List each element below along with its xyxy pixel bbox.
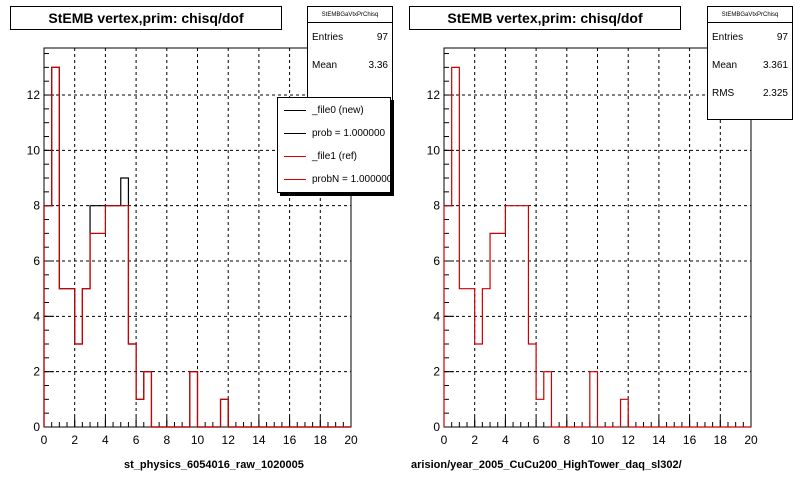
- right-stats-entries: Entries 97: [708, 23, 792, 51]
- legend-entry-prob: prob = 1.000000: [278, 123, 390, 143]
- legend-entry-file0: _file0 (new): [278, 100, 390, 120]
- histogram-series-0: [443, 66, 751, 428]
- x-tick-label: 10: [591, 433, 605, 447]
- legend-line-icon: [284, 178, 306, 180]
- x-tick-label: 20: [344, 433, 358, 447]
- right-rms-label: RMS: [712, 87, 735, 99]
- y-tick-label: 2: [433, 365, 440, 379]
- x-tick-label: 0: [441, 433, 448, 447]
- x-tick-label: 2: [471, 433, 478, 447]
- right-entries-label: Entries: [712, 31, 744, 43]
- x-tick-label: 0: [41, 433, 48, 447]
- y-tick-label: 10: [27, 143, 41, 157]
- y-tick-label: 12: [27, 88, 41, 102]
- x-tick-label: 4: [502, 433, 509, 447]
- y-tick-label: 12: [427, 88, 441, 102]
- x-tick-label: 2: [71, 433, 78, 447]
- legend-entry-probn: probN = 1.000000: [278, 169, 390, 189]
- y-tick-label: 2: [33, 365, 40, 379]
- left-mean-value: 3.36: [368, 59, 388, 71]
- y-tick-label: 10: [427, 143, 441, 157]
- x-tick-label: 4: [102, 433, 109, 447]
- y-tick-label: 4: [433, 309, 440, 323]
- y-tick-label: 6: [433, 254, 440, 268]
- left-x-axis-label: st_physics_6054016_raw_1020005: [124, 459, 304, 471]
- right-stats-rms: RMS 2.325: [708, 79, 792, 107]
- right-rms-value: 2.325: [762, 87, 788, 99]
- right-mean-value: 3.361: [762, 59, 788, 71]
- right-mean-label: Mean: [712, 59, 738, 71]
- x-tick-label: 18: [314, 433, 328, 447]
- legend-line-icon: [284, 109, 306, 111]
- x-tick-label: 8: [563, 433, 570, 447]
- right-stats-mean: Mean 3.361: [708, 51, 792, 79]
- y-tick-label: 8: [433, 199, 440, 213]
- left-stats-header: StEMBGaVtxPrChisq: [308, 7, 392, 23]
- left-chart-title: StEMB vertex,prim: chisq/dof: [10, 6, 282, 30]
- x-tick-label: 20: [744, 433, 758, 447]
- x-tick-label: 16: [283, 433, 297, 447]
- legend-label: _file0 (new): [312, 104, 364, 116]
- x-tick-label: 18: [714, 433, 728, 447]
- left-stats-entries: Entries 97: [308, 23, 392, 51]
- left-entries-label: Entries: [312, 31, 344, 43]
- left-entries-value: 97: [376, 31, 388, 43]
- y-tick-label: 8: [33, 199, 40, 213]
- legend-line-icon: [284, 155, 306, 157]
- histogram-series-1: [43, 66, 351, 428]
- x-tick-label: 10: [191, 433, 205, 447]
- legend-line-icon: [284, 132, 306, 134]
- plot-frame: [443, 47, 752, 428]
- left-legend: _file0 (new) prob = 1.000000 _file1 (ref…: [277, 97, 391, 193]
- x-tick-label: 6: [133, 433, 140, 447]
- x-tick-label: 6: [533, 433, 540, 447]
- right-chart-title: StEMB vertex,prim: chisq/dof: [409, 6, 681, 30]
- y-tick-label: 4: [33, 309, 40, 323]
- y-tick-label: 6: [33, 254, 40, 268]
- legend-label: _file1 (ref): [312, 150, 358, 162]
- right-stats-box: StEMBGaVtxPrChisq Entries 97 Mean 3.361 …: [707, 6, 793, 120]
- x-tick-label: 12: [622, 433, 636, 447]
- x-tick-label: 12: [222, 433, 236, 447]
- right-entries-value: 97: [776, 31, 788, 43]
- left-stats-mean: Mean 3.36: [308, 51, 392, 79]
- legend-label: probN = 1.000000: [312, 173, 391, 185]
- right-stats-header: StEMBGaVtxPrChisq: [708, 7, 792, 23]
- y-tick-label: 0: [33, 420, 40, 434]
- x-tick-label: 14: [252, 433, 266, 447]
- legend-label: prob = 1.000000: [312, 127, 386, 139]
- left-mean-label: Mean: [312, 59, 338, 71]
- legend-entry-file1: _file1 (ref): [278, 146, 390, 166]
- right-x-axis-label: arision/year_2005_CuCu200_HighTower_daq_…: [411, 459, 682, 471]
- x-tick-label: 8: [163, 433, 170, 447]
- x-tick-label: 14: [652, 433, 666, 447]
- y-tick-label: 0: [433, 420, 440, 434]
- x-tick-label: 16: [683, 433, 697, 447]
